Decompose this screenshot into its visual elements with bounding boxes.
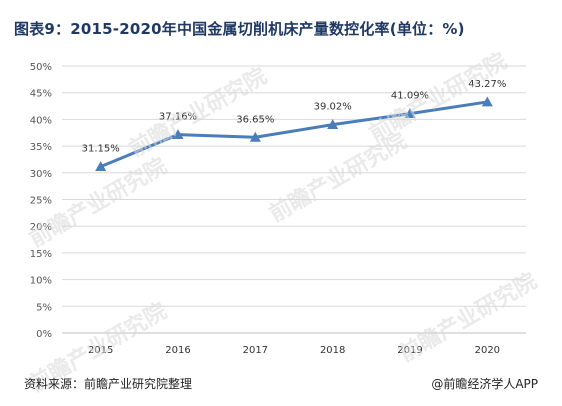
y-tick-label: 15% xyxy=(30,249,52,260)
data-label: 39.02% xyxy=(314,102,352,113)
x-tick-label: 2015 xyxy=(88,345,113,356)
y-tick-label: 30% xyxy=(30,169,52,180)
x-tick-label: 2017 xyxy=(243,345,268,356)
x-tick-label: 2020 xyxy=(475,345,500,356)
series-line xyxy=(99,100,489,169)
data-point-marker xyxy=(327,119,339,130)
data-point-marker xyxy=(95,161,107,172)
data-label: 43.27% xyxy=(468,79,506,90)
credit-note: @前瞻经济学人APP xyxy=(431,377,538,391)
data-point-marker xyxy=(404,108,416,118)
data-label: 37.16% xyxy=(159,112,197,123)
data-point-marker xyxy=(249,131,261,142)
y-tick-label: 10% xyxy=(30,276,52,287)
x-tick-label: 2016 xyxy=(165,345,190,356)
y-tick-label: 0% xyxy=(36,329,52,340)
y-tick-label: 50% xyxy=(30,62,52,73)
data-label: 31.15% xyxy=(82,144,120,155)
y-tick-label: 40% xyxy=(30,115,52,126)
y-tick-label: 20% xyxy=(30,222,52,233)
data-point-marker xyxy=(481,96,493,107)
data-label: 36.65% xyxy=(236,114,274,125)
x-tick-label: 2018 xyxy=(320,345,345,356)
y-tick-label: 45% xyxy=(30,89,52,100)
source-note: 资料来源：前瞻产业研究院整理 xyxy=(24,377,193,391)
chart-title: 图表9：2015-2020年中国金属切削机床产量数控化率(单位：%) xyxy=(14,20,465,38)
data-label: 41.09% xyxy=(391,91,429,102)
y-tick-label: 5% xyxy=(36,302,52,313)
data-point-marker xyxy=(172,129,184,139)
y-tick-label: 25% xyxy=(30,196,52,207)
y-tick-label: 35% xyxy=(30,142,52,153)
x-tick-label: 2019 xyxy=(397,345,422,356)
